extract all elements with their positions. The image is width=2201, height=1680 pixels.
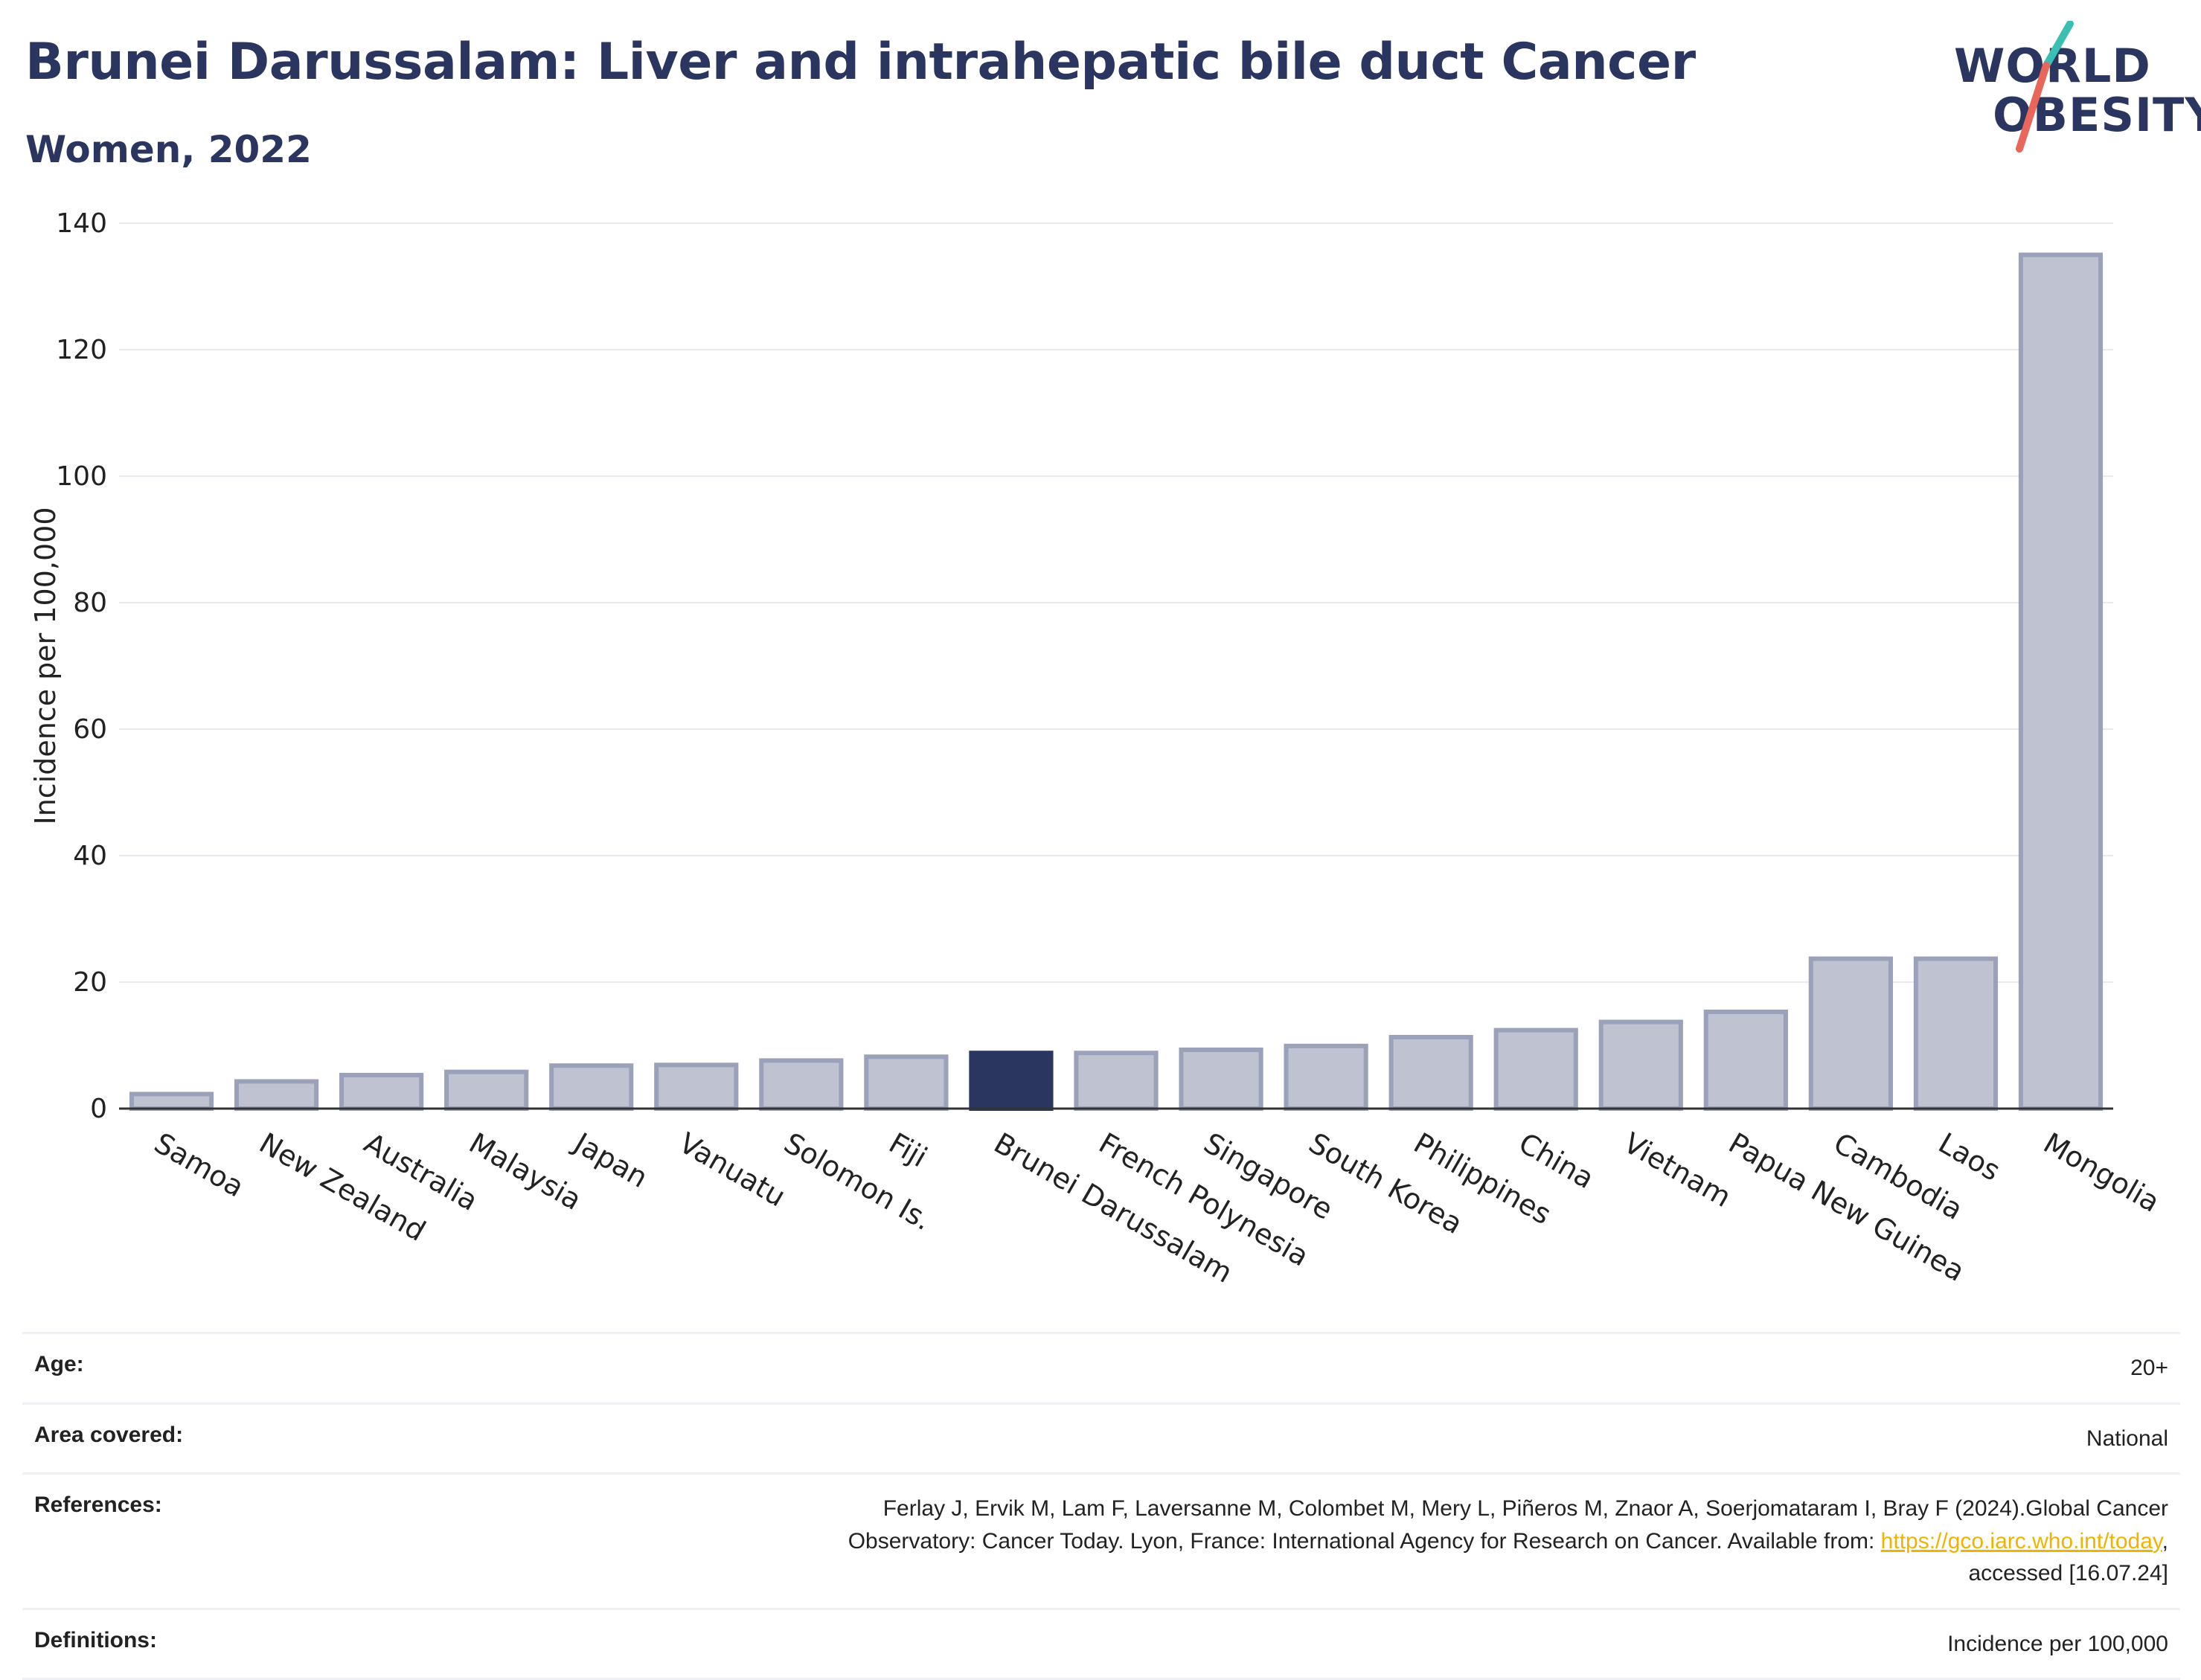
bar-australia	[342, 1075, 421, 1109]
bar-philippines	[1391, 1037, 1471, 1109]
bar-south-korea	[1287, 1046, 1366, 1109]
bar-singapore	[1181, 1050, 1260, 1109]
bar-mongolia	[2021, 255, 2101, 1109]
y-tick-label: 80	[73, 588, 107, 618]
bar-malaysia	[446, 1072, 526, 1109]
y-tick-label: 120	[56, 335, 107, 365]
refs-line2-end: ,	[2162, 1529, 2168, 1554]
meta-row-area: Area covered: National	[22, 1402, 2180, 1473]
chart-subtitle: Women, 2022	[25, 128, 312, 171]
bar-vietnam	[1601, 1022, 1681, 1109]
meta-row-references: References: Ferlay J, Ervik M, Lam F, La…	[22, 1472, 2180, 1608]
meta-age-value: 20+	[2130, 1352, 2168, 1385]
x-tick-label: Malaysia	[464, 1126, 587, 1216]
bar-vanuatu	[656, 1065, 736, 1109]
refs-line1: Ferlay J, Ervik M, Lam F, Laversanne M, …	[883, 1496, 2168, 1521]
y-tick-label: 40	[73, 841, 107, 871]
meta-refs-label: References:	[34, 1493, 481, 1518]
x-tick-label: Mongolia	[2038, 1126, 2165, 1219]
refs-link[interactable]: https://gco.iarc.who.int/today	[1881, 1529, 2162, 1554]
y-tick-label: 100	[56, 461, 107, 492]
y-tick-label: 20	[73, 967, 107, 998]
grid-lines	[119, 223, 2113, 982]
refs-line3: accessed [16.07.24]	[1968, 1561, 2168, 1586]
x-tick-label: Laos	[1933, 1126, 2006, 1187]
x-tick-label: Vietnam	[1618, 1126, 1737, 1213]
meta-row-definitions: Definitions: Incidence per 100,000	[22, 1608, 2180, 1680]
bars	[132, 255, 2101, 1109]
x-tick-label: Vanuatu	[673, 1126, 791, 1213]
meta-refs-value: Ferlay J, Ervik M, Lam F, Laversanne M, …	[848, 1493, 2168, 1590]
metadata-table: Age: 20+ Area covered: National Referenc…	[22, 1332, 2180, 1680]
bar-new-zealand	[237, 1081, 316, 1109]
bar-brunei-darussalam	[971, 1053, 1051, 1109]
y-tick-label: 140	[56, 208, 107, 239]
y-axis-title: Incidence per 100,000	[29, 507, 62, 824]
world-obesity-logo: WORLD OBESITY	[1942, 21, 2180, 162]
meta-area-value: National	[2086, 1423, 2168, 1455]
meta-row-age: Age: 20+	[22, 1332, 2180, 1402]
bar-papua-new-guinea	[1706, 1012, 1786, 1109]
bar-japan	[551, 1065, 631, 1109]
x-tick-label: Samoa	[149, 1126, 249, 1204]
bar-solomon-is	[761, 1060, 841, 1109]
y-tick-label: 0	[90, 1094, 107, 1124]
meta-defs-value: Incidence per 100,000	[1947, 1628, 2168, 1661]
bar-fiji	[866, 1057, 946, 1109]
x-tick-label: Fiji	[883, 1126, 932, 1173]
bar-cambodia	[1811, 959, 1891, 1109]
bar-china	[1496, 1030, 1576, 1109]
chart-title: Brunei Darussalam: Liver and intrahepati…	[25, 33, 1696, 92]
meta-area-label: Area covered:	[34, 1423, 481, 1448]
meta-age-label: Age:	[34, 1352, 481, 1377]
logo-slash-icon	[1942, 21, 2180, 162]
y-tick-label: 60	[73, 714, 107, 745]
bar-samoa	[132, 1094, 211, 1109]
meta-defs-label: Definitions:	[34, 1628, 481, 1653]
refs-line2: Observatory: Cancer Today. Lyon, France:…	[848, 1529, 1881, 1554]
bar-french-polynesia	[1076, 1053, 1156, 1109]
bar-laos	[1916, 959, 1996, 1109]
